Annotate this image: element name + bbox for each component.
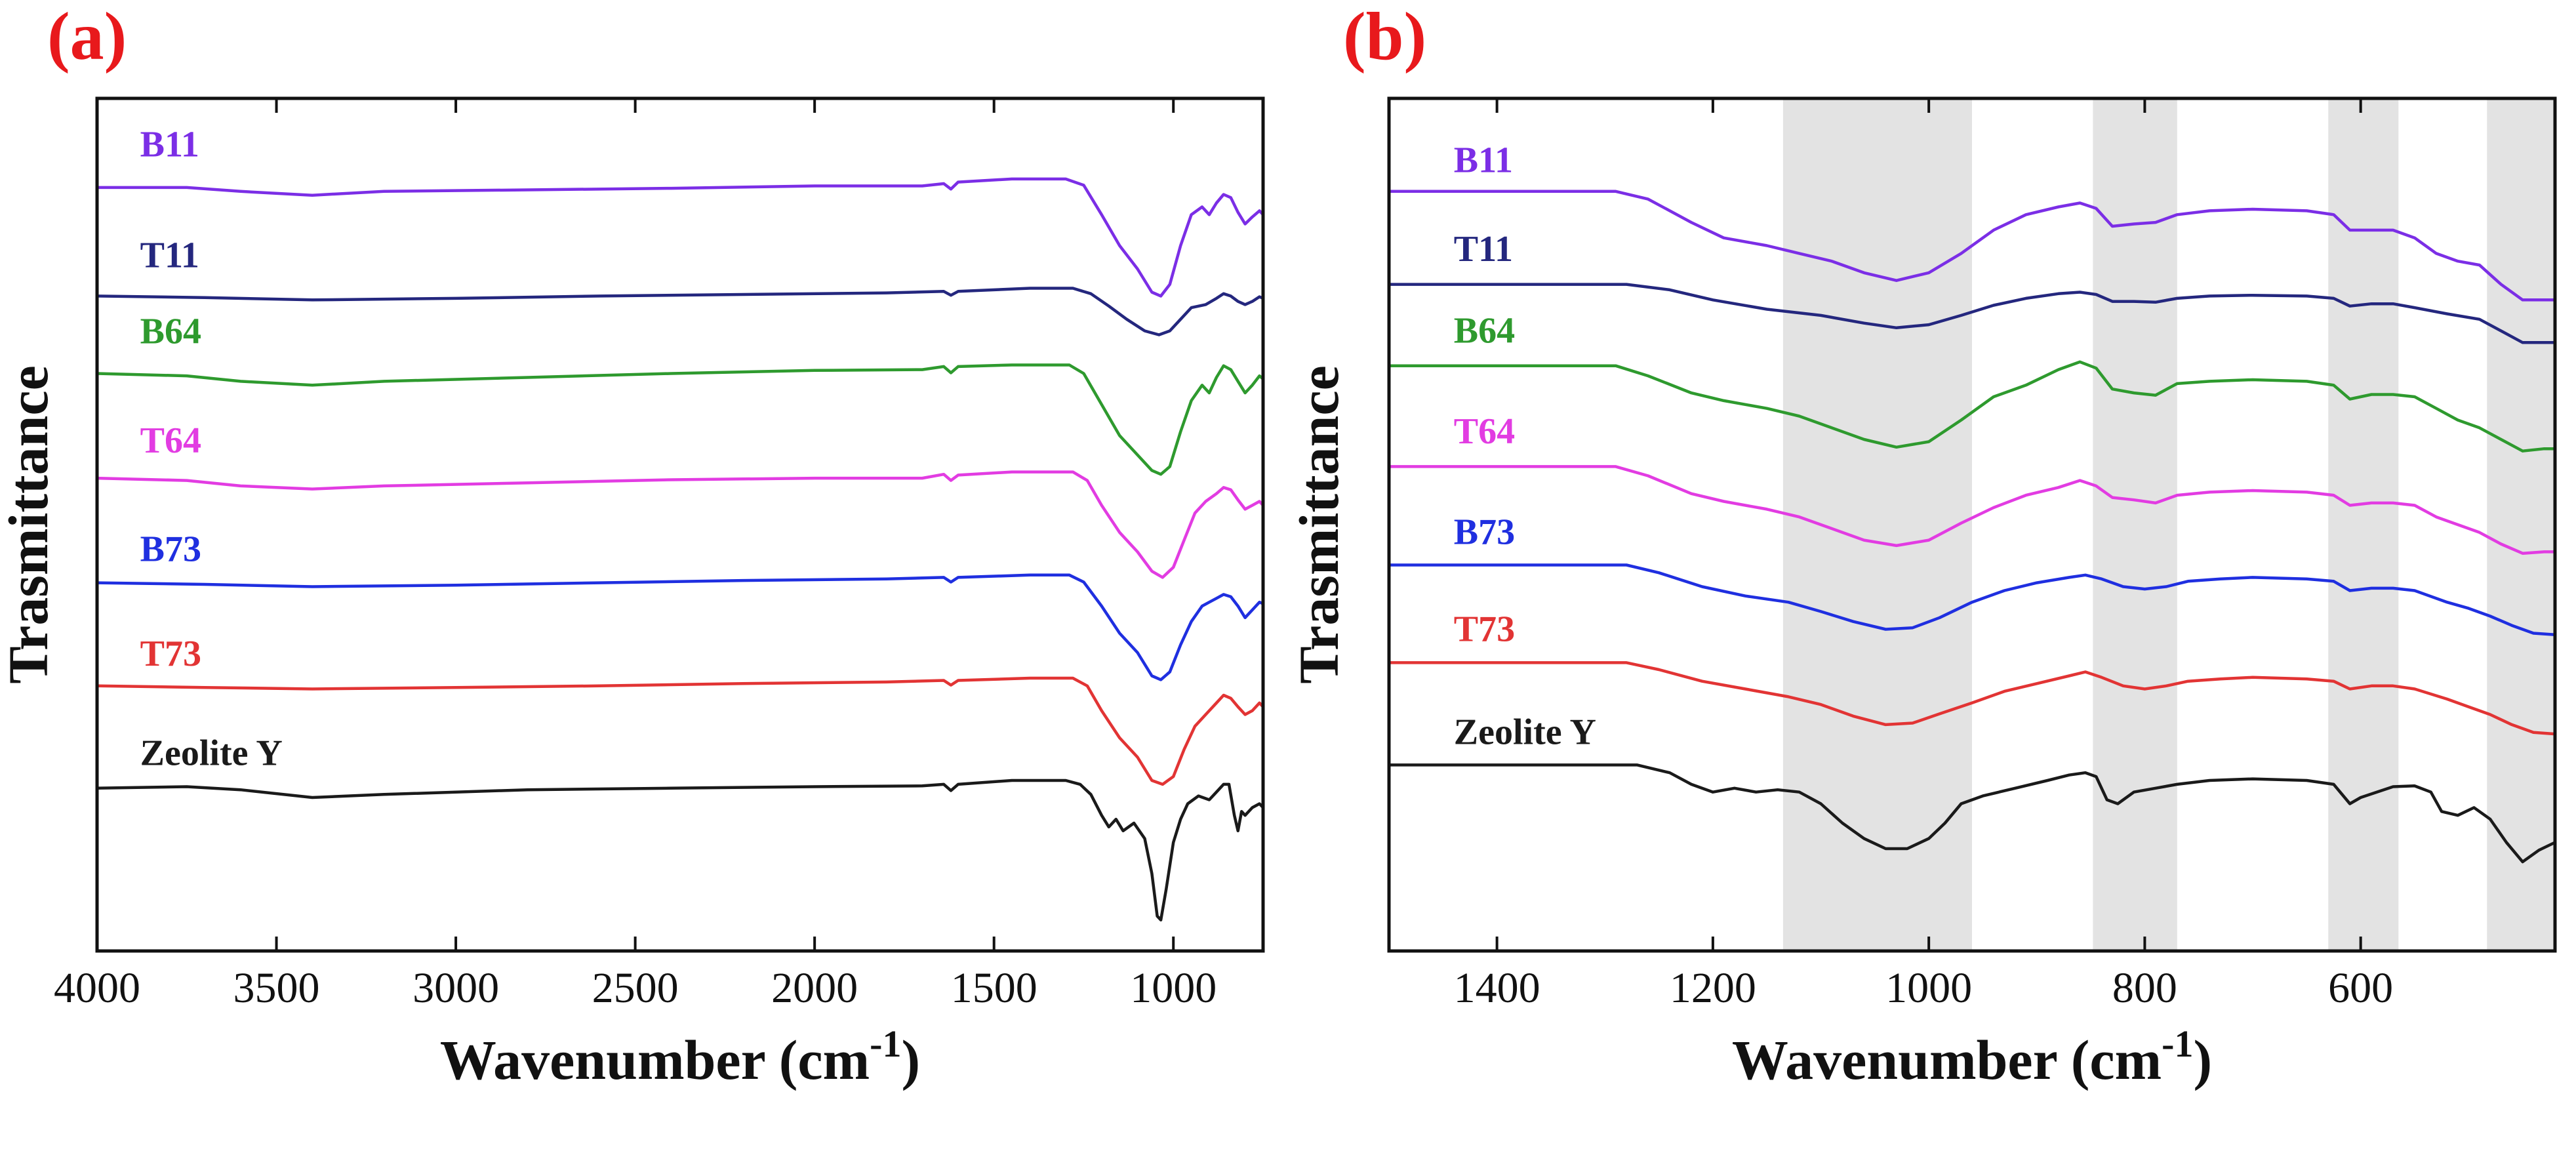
series-line-b11 [97, 177, 1264, 298]
series-line-b73 [1389, 563, 2556, 637]
shaded-band-1 [1782, 98, 1972, 951]
series-label-b11: B11 [1454, 140, 1513, 180]
series-label-t73: T73 [140, 634, 201, 674]
x-tick-label-1000: 1000 [1130, 964, 1217, 1012]
panel-b-x-axis-title: Wavenumber (cm-1) [1732, 1022, 2212, 1091]
x-tick-label-1200: 1200 [1670, 964, 1756, 1012]
series-label-zeolite-y: Zeolite Y [140, 733, 283, 773]
x-tick-label-1400: 1400 [1454, 964, 1540, 1012]
panel-a-curves [96, 177, 1264, 921]
series-label-t64: T64 [1454, 411, 1515, 452]
panel-a-x-axis-ticks: 4000 3500 3000 2500 2000 1500 1000 [54, 98, 1217, 1012]
x-tick-label-1500: 1500 [951, 964, 1037, 1012]
series-line-t73 [1389, 661, 2556, 736]
series-line-t11 [1389, 283, 2555, 344]
panel-a-label: (a) [47, 0, 127, 74]
panel-a-y-axis-title: Trasmittance [0, 365, 60, 684]
x-tick-label-4000: 4000 [54, 964, 140, 1012]
series-line-b64 [1389, 360, 2555, 453]
series-line-b64 [96, 363, 1264, 476]
panel-b-curves [1389, 190, 2556, 864]
x-tick-label-2000: 2000 [771, 964, 858, 1012]
shaded-band-4 [2487, 98, 2555, 951]
panel-a-series-labels: B11 T11 B64 T64 B73 T73 Zeolite Y [140, 125, 283, 774]
series-label-t11: T11 [1454, 229, 1513, 270]
panel-b: (b) B11 T11 B64 T64 B73 T73 Zeolite Y 1400 1200… [1287, 0, 2557, 1091]
shaded-band-2 [2093, 98, 2177, 951]
series-label-t73: T73 [1454, 609, 1515, 649]
x-tick-label-600: 600 [2328, 964, 2393, 1012]
x-tick-label-3000: 3000 [413, 964, 499, 1012]
series-line-b73 [96, 573, 1264, 681]
series-line-t64 [96, 470, 1264, 579]
x-tick-label-800: 800 [2112, 964, 2177, 1012]
panel-b-label: (b) [1343, 0, 1426, 74]
panel-b-y-axis-title: Trasmittance [1287, 365, 1350, 684]
series-label-b64: B64 [1454, 310, 1515, 351]
series-label-b73: B73 [1454, 512, 1515, 553]
shaded-band-3 [2328, 98, 2399, 951]
x-tick-label-3500: 3500 [233, 964, 320, 1012]
x-tick-label-1000: 1000 [1885, 964, 1972, 1012]
series-label-t64: T64 [140, 420, 201, 461]
panel-a-plot-frame [95, 96, 1265, 953]
series-line-b11 [1389, 190, 2555, 302]
series-label-b73: B73 [140, 529, 201, 570]
series-line-t11 [96, 287, 1264, 336]
panel-a: (a) B11 T11 B64 T64 B73 T73 Zeolite Y 4000 3500… [0, 0, 1265, 1091]
series-label-b11: B11 [140, 125, 199, 165]
series-line-zeolite-y [96, 778, 1264, 921]
panel-b-plot-frame [1387, 96, 2557, 953]
series-label-zeolite-y: Zeolite Y [1454, 712, 1596, 752]
series-line-t64 [1389, 465, 2555, 555]
x-tick-label-2500: 2500 [592, 964, 679, 1012]
panel-b-x-axis-ticks: 1400 1200 1000 800 600 [1454, 98, 2393, 1012]
series-line-zeolite-y [1389, 763, 2556, 864]
panel-a-x-axis-title: Wavenumber (cm-1) [440, 1022, 920, 1091]
series-label-b64: B64 [140, 311, 201, 352]
panel-b-series-labels: B11 T11 B64 T64 B73 T73 Zeolite Y [1454, 140, 1596, 752]
series-label-t11: T11 [140, 235, 199, 276]
series-line-t73 [96, 676, 1264, 786]
panel-b-shaded-bands [1782, 98, 2555, 951]
